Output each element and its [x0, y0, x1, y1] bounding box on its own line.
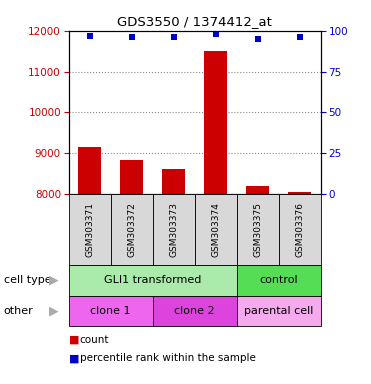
Bar — [204, 51, 227, 194]
Text: GSM303375: GSM303375 — [253, 202, 262, 257]
Text: ■: ■ — [69, 353, 79, 363]
Point — [255, 36, 261, 42]
Text: clone 1: clone 1 — [91, 306, 131, 316]
Bar — [78, 147, 101, 194]
Text: GLI1 transformed: GLI1 transformed — [104, 275, 201, 285]
Title: GDS3550 / 1374412_at: GDS3550 / 1374412_at — [117, 15, 272, 28]
Point — [129, 34, 135, 40]
Text: GSM303372: GSM303372 — [127, 202, 136, 257]
Text: other: other — [4, 306, 33, 316]
Text: GSM303373: GSM303373 — [169, 202, 178, 257]
Text: GSM303374: GSM303374 — [211, 202, 220, 257]
Text: control: control — [260, 275, 298, 285]
Text: clone 2: clone 2 — [174, 306, 215, 316]
Text: cell type: cell type — [4, 275, 51, 285]
Point — [297, 34, 303, 40]
Text: count: count — [80, 335, 109, 345]
Point — [87, 33, 93, 39]
Text: ■: ■ — [69, 335, 79, 345]
Point — [171, 34, 177, 40]
Bar — [246, 186, 269, 194]
Bar — [288, 192, 312, 194]
Text: ▶: ▶ — [49, 274, 59, 287]
Bar — [162, 169, 186, 194]
Text: percentile rank within the sample: percentile rank within the sample — [80, 353, 256, 363]
Bar — [120, 161, 143, 194]
Text: ▶: ▶ — [49, 305, 59, 318]
Text: GSM303371: GSM303371 — [85, 202, 94, 257]
Point — [213, 31, 219, 37]
Text: parental cell: parental cell — [244, 306, 313, 316]
Text: GSM303376: GSM303376 — [295, 202, 304, 257]
